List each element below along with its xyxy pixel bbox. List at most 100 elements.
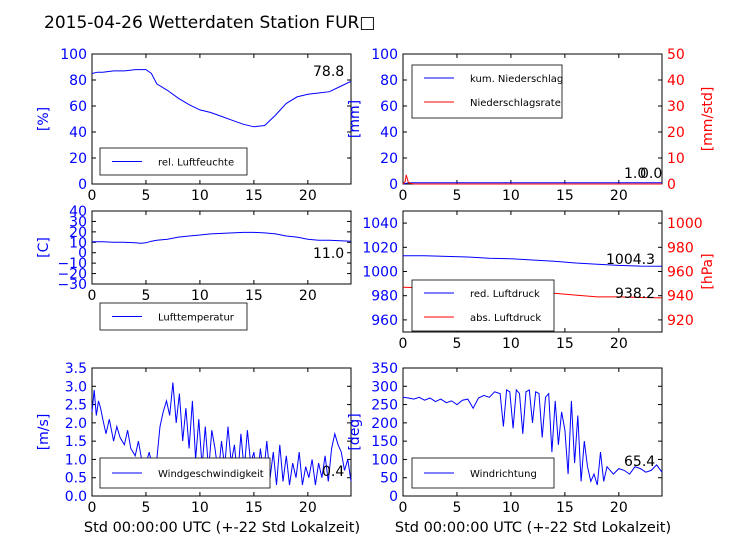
chart-panel: 0 5 10 15 20050100150200250300350[deg]Windri…	[347, 361, 663, 516]
y2-tick-label: 10	[667, 151, 685, 167]
x-tick-label: 5	[141, 188, 150, 204]
y-tick-label: 40	[69, 204, 87, 220]
y-tick-label: 20	[69, 225, 87, 241]
x-tick-label: 20	[610, 500, 628, 516]
x-tick-label: 10	[502, 336, 520, 352]
legend-entry: Windrichtung	[470, 469, 537, 480]
y2-tick-label: 0	[667, 177, 676, 193]
y-tick-label: 960	[371, 313, 398, 329]
y-tick-label: 2.0	[65, 416, 87, 432]
chart-panel: 0 5 10 15 20 0.0 0.5 1.0 1.5 2.0 2.5 3.0 3.5 [m/s] Win…	[36, 361, 352, 516]
legend-entry: Windgeschwindigkeit	[158, 469, 264, 480]
y2-tick-label: 50	[667, 47, 685, 63]
y-tick-label: 20	[69, 151, 87, 167]
plot-frame	[91, 210, 352, 285]
x-tick-label: 5	[141, 500, 150, 516]
y-tick-label: 0	[389, 177, 398, 193]
legend-box	[411, 64, 563, 119]
y2-axis-label: [hPa]	[700, 253, 716, 289]
y-tick-label: 250	[371, 398, 398, 414]
x-tick-label: 0	[399, 500, 408, 516]
y-tick-label: 30	[69, 214, 87, 230]
x-tick-label: 20	[610, 188, 628, 204]
legend-entry: red. Luftdruck	[470, 289, 540, 300]
x-tick-label: 15	[556, 500, 574, 516]
y-tick-label: 3.0	[65, 379, 87, 395]
y-tick-label: 1020	[362, 240, 398, 256]
series-line	[402, 182, 662, 185]
y-tick-label: 1040	[362, 216, 398, 232]
value-annotation: 1.0	[624, 166, 646, 182]
y-tick-label: −10	[57, 256, 87, 272]
figure-title: 2015-04-26 Wetterdaten Station FUR□	[44, 13, 375, 33]
series-line	[402, 174, 662, 185]
x-tick-label: 5	[452, 336, 461, 352]
x-tick-label: 10	[191, 500, 209, 516]
y-tick-label: 200	[371, 416, 398, 432]
x-tick-label: 0	[399, 188, 408, 204]
x-tick-label: 5	[452, 500, 461, 516]
chart-panel: 0 5 10 15 20 960 980 1000 1020 1040 920 940 960 980 10…	[362, 210, 716, 352]
y2-tick-label: 980	[667, 240, 694, 256]
y-axis-label: [C]	[36, 237, 52, 258]
legend-entry: Niederschlagsrate	[470, 98, 561, 109]
y-tick-label: 1.5	[65, 434, 87, 450]
y2-tick-label: 960	[667, 265, 694, 281]
y-tick-label: 1.0	[65, 452, 87, 468]
y-axis-label: [mm]	[347, 100, 363, 138]
x-tick-label: 15	[245, 500, 263, 516]
legend-entry: rel. Luftfeuchte	[158, 158, 234, 169]
y-tick-label: 80	[69, 73, 87, 89]
x-tick-label: 20	[299, 288, 317, 304]
y-tick-label: 40	[380, 125, 398, 141]
legend-entry: abs. Luftdruck	[470, 313, 541, 324]
y-tick-label: 40	[69, 125, 87, 141]
series-line	[403, 255, 663, 267]
y-axis-label: [%]	[36, 107, 52, 131]
x-tick-label: 10	[502, 500, 520, 516]
series-line	[92, 231, 352, 244]
y-tick-label: 100	[371, 452, 398, 468]
legend-entry: kum. Niederschlag	[470, 74, 563, 85]
x-axis-label-right: Std 00:00:00 UTC (+-22 Std Lokalzeit)	[395, 520, 671, 536]
x-axis-label-left: Std 00:00:00 UTC (+-22 Std Lokalzeit)	[84, 520, 360, 536]
x-tick-label: 10	[502, 188, 520, 204]
value-annotation: 0.4	[322, 464, 344, 480]
x-tick-label: 5	[452, 188, 461, 204]
y-axis-label: [m/s]	[36, 414, 52, 451]
value-annotation-secondary: 0.0	[640, 166, 662, 182]
x-tick-label: 15	[556, 336, 574, 352]
value-annotation: 65.4	[624, 454, 655, 470]
x-tick-label: 10	[191, 188, 209, 204]
value-annotation: 1004.3	[606, 252, 655, 268]
y-tick-label: 100	[60, 47, 87, 63]
x-tick-label: 5	[141, 288, 150, 304]
x-tick-label: 15	[556, 188, 574, 204]
y-tick-label: 0	[389, 489, 398, 505]
y-tick-label: 350	[371, 361, 398, 377]
value-annotation-secondary: 938.2	[615, 286, 655, 302]
y2-tick-label: 920	[667, 313, 694, 329]
x-tick-label: 10	[191, 288, 209, 304]
y-tick-label: 300	[371, 379, 398, 395]
x-tick-label: 15	[245, 188, 263, 204]
y-tick-label: 0	[78, 177, 87, 193]
y-axis-label: [deg]	[347, 413, 363, 450]
x-tick-label: 20	[299, 500, 317, 516]
y-tick-label: 100	[371, 47, 398, 63]
series-line	[91, 382, 352, 486]
y2-tick-label: 30	[667, 99, 685, 115]
y-tick-label: 0.0	[65, 489, 87, 505]
y2-tick-label: 940	[667, 289, 694, 305]
y-tick-label: 50	[380, 471, 398, 487]
legend-entry: Lufttemperatur	[158, 313, 235, 324]
legend-box	[411, 279, 555, 332]
y-tick-label: 0.5	[65, 471, 87, 487]
y2-tick-label: 1000	[667, 216, 703, 232]
y-tick-label: 10	[69, 235, 87, 251]
x-tick-label: 0	[88, 288, 97, 304]
x-tick-label: 0	[399, 336, 408, 352]
x-tick-label: 0	[88, 188, 97, 204]
y2-axis-label: [mm/std]	[700, 87, 716, 152]
